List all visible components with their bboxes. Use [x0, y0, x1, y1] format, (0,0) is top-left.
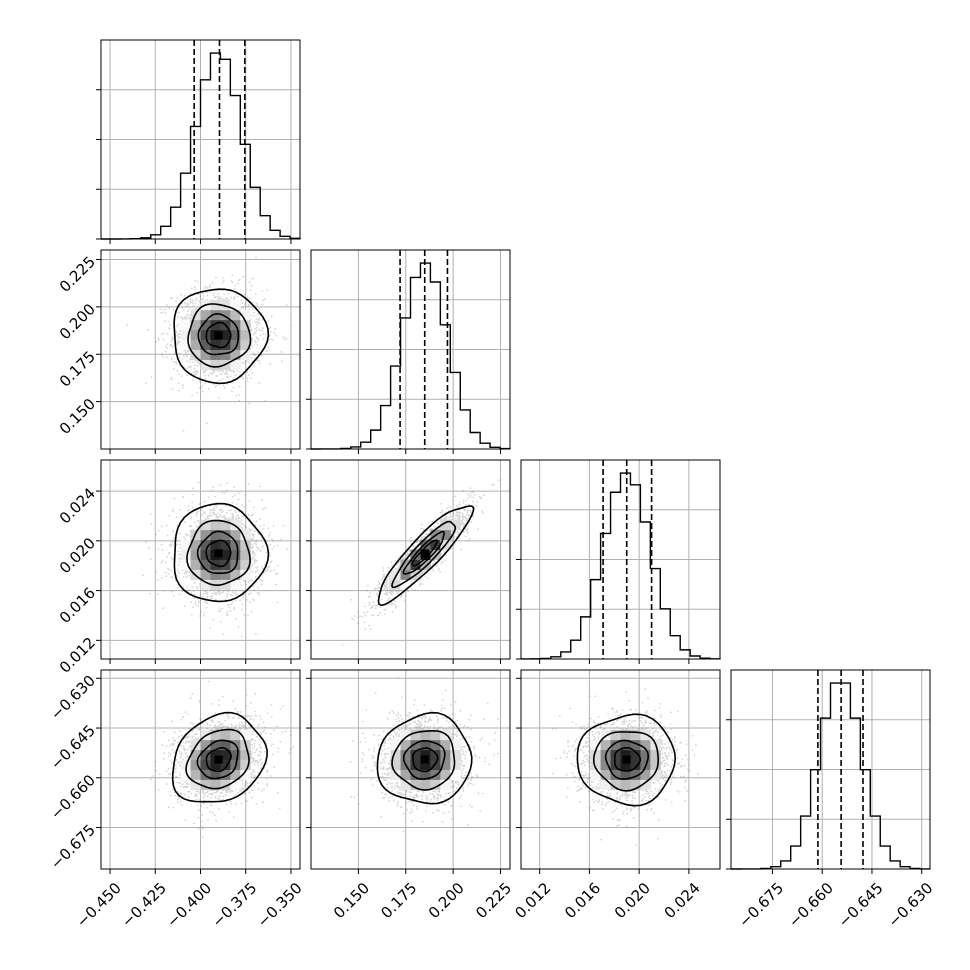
- contour-line: [391, 520, 457, 589]
- x-tick-label: 0.175: [377, 879, 420, 922]
- contour-line: [614, 746, 642, 772]
- x-tick-label: 0.200: [425, 879, 468, 922]
- peak-cell: [214, 331, 223, 340]
- contour-line: [197, 313, 240, 356]
- x-tick-label: 0.225: [472, 879, 515, 922]
- contour-line: [173, 502, 270, 603]
- density-contours: [173, 502, 270, 603]
- y-tick-label: −0.675: [47, 821, 99, 873]
- contour-line: [171, 711, 268, 803]
- contour-line: [205, 539, 232, 568]
- y-tick-label: 0.024: [56, 484, 99, 527]
- histogram-steps: [310, 262, 511, 450]
- scatter-panel-3-4: 0.012 0.016 0.020 0.024: [511, 669, 721, 922]
- x-tick-label: −0.660: [785, 879, 837, 931]
- x-tick-label: −0.630: [884, 879, 936, 931]
- contour-line: [576, 713, 677, 807]
- contour-line: [411, 539, 439, 567]
- x-tick-label: −0.645: [835, 879, 887, 931]
- contour-line: [592, 731, 660, 792]
- axes-frame: [520, 669, 721, 870]
- x-tick-label: 0.024: [661, 879, 704, 922]
- x-tick-label: −0.450: [73, 879, 125, 931]
- contour-line: [411, 747, 439, 773]
- histogram-panel-1: [96, 39, 301, 244]
- x-tick-label: −0.375: [208, 879, 260, 931]
- histogram-steps: [520, 472, 721, 660]
- peak-cell: [420, 755, 429, 764]
- x-tick-label: 0.150: [330, 879, 373, 922]
- histogram-panel-4: −0.675−0.660−0.645−0.630: [726, 669, 936, 931]
- y-tick-label: 0.016: [56, 584, 99, 627]
- contour-line: [402, 739, 446, 780]
- histogram-panel-2: [306, 249, 511, 454]
- contour-line: [604, 739, 650, 780]
- density-contours: [173, 288, 270, 385]
- x-tick-label: 0.016: [561, 879, 604, 922]
- contour-line: [391, 729, 456, 791]
- y-tick-label: −0.660: [47, 771, 99, 823]
- peak-cell: [622, 755, 631, 764]
- scatter-panel-1-4: −0.675−0.660−0.645−0.630 −0.450−0.425−0.4…: [47, 669, 306, 931]
- peak-cell: [214, 549, 223, 558]
- peak-cell: [214, 755, 223, 764]
- density-contours: [171, 711, 268, 803]
- contour-line: [196, 739, 239, 780]
- contour-line: [377, 505, 475, 607]
- x-tick-label: 0.020: [611, 879, 654, 922]
- contour-line: [187, 303, 252, 368]
- scatter-panel-1-3: 0.012 0.016 0.020 0.024: [56, 459, 301, 677]
- y-tick-label: 0.150: [56, 395, 99, 438]
- y-tick-label: −0.630: [47, 672, 99, 724]
- y-tick-label: 0.020: [56, 534, 99, 577]
- y-tick-label: 0.200: [56, 300, 99, 343]
- x-tick-label: −0.425: [118, 879, 170, 931]
- contour-line: [173, 288, 270, 385]
- contour-line: [186, 519, 251, 587]
- scatter-panel-2-4: 0.150 0.175 0.200 0.225: [306, 669, 515, 922]
- contour-line: [205, 746, 232, 773]
- histogram-steps: [730, 682, 931, 870]
- y-tick-label: 0.175: [56, 348, 99, 391]
- contour-line: [205, 321, 232, 349]
- x-tick-label: −0.400: [163, 879, 215, 931]
- density-contours: [377, 505, 475, 607]
- contour-line: [376, 711, 473, 805]
- axes-frame: [310, 669, 511, 870]
- x-tick-label: −0.350: [254, 879, 306, 931]
- peak-cell: [420, 549, 429, 558]
- scatter-panel-2-3: [306, 459, 511, 664]
- histogram-panel-3: [516, 459, 721, 664]
- density-contours: [576, 713, 677, 807]
- y-tick-label: 0.012: [56, 634, 99, 677]
- x-tick-label: 0.012: [511, 879, 554, 922]
- contour-line: [185, 728, 250, 790]
- x-tick-label: −0.675: [735, 879, 787, 931]
- axes-frame: [310, 459, 511, 660]
- y-tick-label: −0.645: [47, 721, 99, 773]
- y-tick-label: 0.225: [56, 253, 99, 296]
- density-contours: [376, 711, 473, 805]
- contour-line: [196, 530, 239, 574]
- contour-line: [402, 530, 445, 575]
